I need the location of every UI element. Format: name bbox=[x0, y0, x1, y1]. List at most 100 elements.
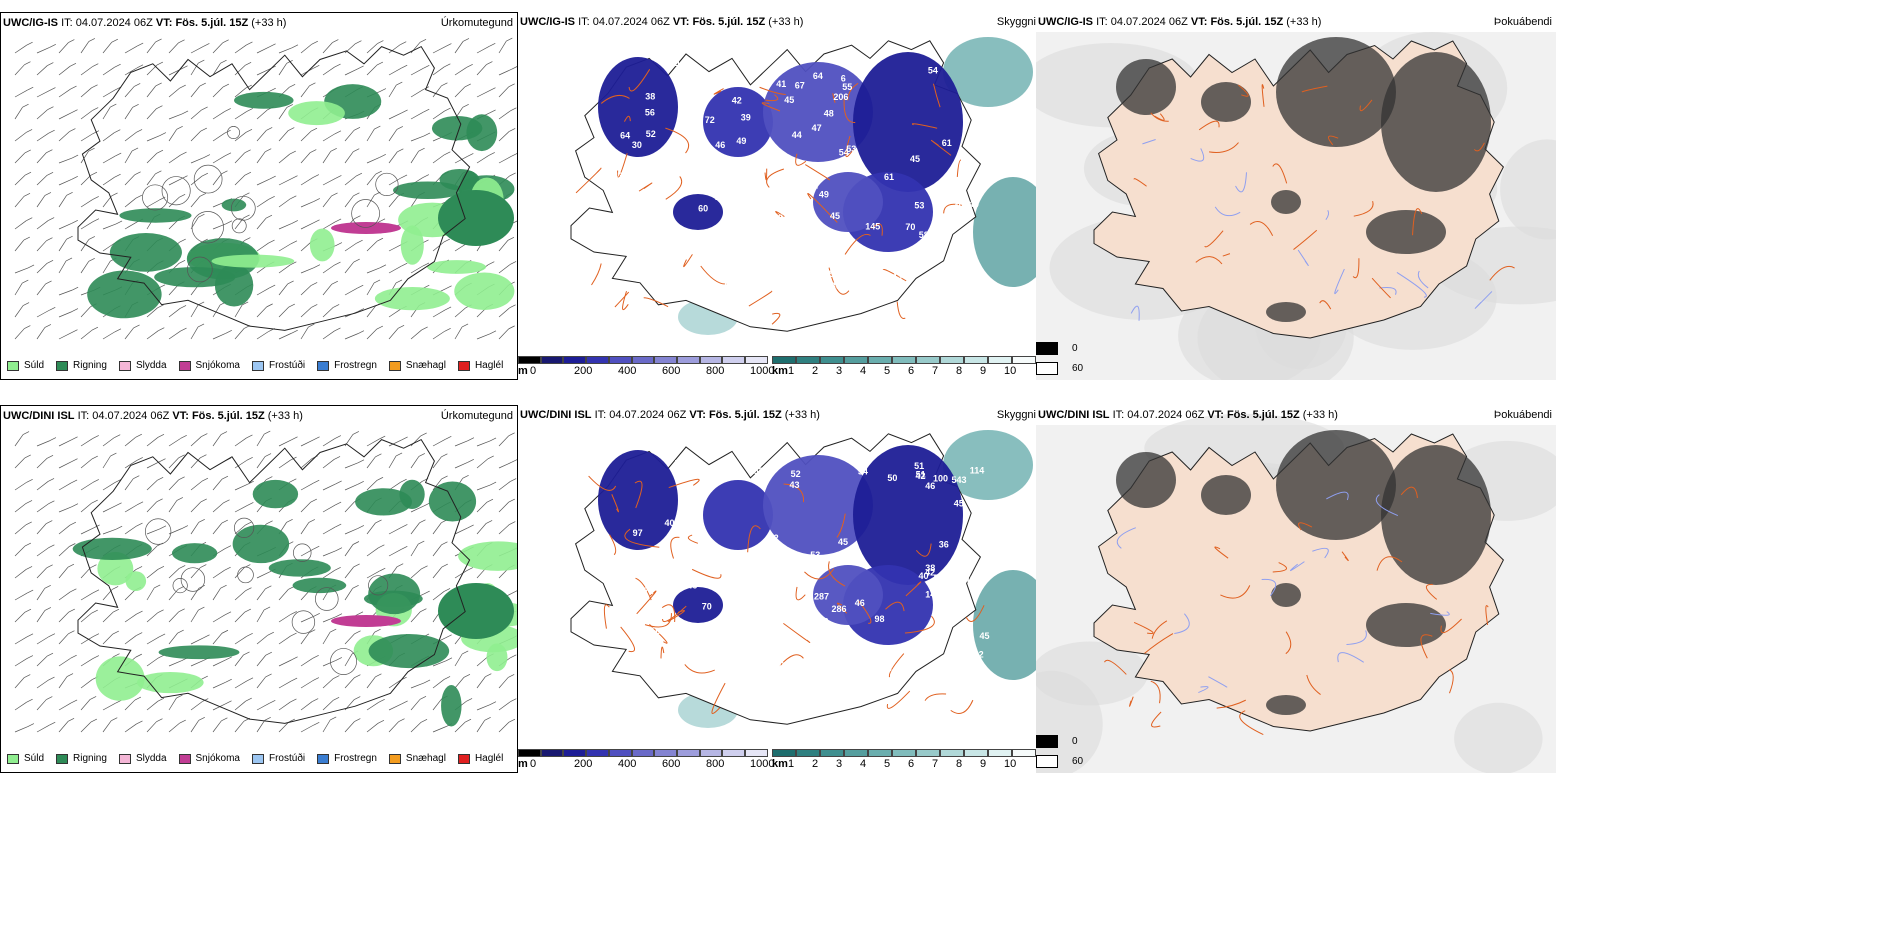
legend-item: Rigning bbox=[56, 753, 107, 764]
colorbar-cell bbox=[868, 749, 892, 757]
colorbar-tick: 400 bbox=[618, 365, 637, 377]
cloud-base-value: 51 bbox=[914, 461, 924, 471]
colorbar-cell bbox=[1012, 749, 1036, 757]
cloud-base-value: 55 bbox=[842, 82, 852, 92]
cloud-base-value: 46 bbox=[715, 140, 725, 150]
cloud-base-value: 61 bbox=[942, 138, 952, 148]
legend-label: Frostregn bbox=[334, 360, 377, 371]
legend-label: Snæhagl bbox=[405, 360, 446, 371]
cloud-base-value: 41 bbox=[675, 60, 685, 70]
cloud-base-value: 145 bbox=[865, 222, 880, 232]
colorbar-cell bbox=[820, 749, 844, 757]
cloud-base-value: 61 bbox=[884, 172, 894, 182]
colorbar-cell bbox=[940, 356, 964, 364]
colorbar-tick: 5 bbox=[884, 365, 891, 377]
cloud-base-value: 147 bbox=[693, 531, 708, 541]
colorbar-cell bbox=[699, 356, 723, 364]
fog-legend-swatch bbox=[1036, 341, 1058, 355]
colorbar-cell bbox=[654, 356, 678, 364]
cloud-base-value: 95 bbox=[824, 269, 834, 279]
cloud-base-value: 45 bbox=[830, 211, 840, 221]
cloud-base-value: 100 bbox=[933, 473, 948, 483]
field-type: Þokuábendi bbox=[1493, 409, 1552, 421]
cloud-base-value: 52 bbox=[808, 180, 818, 190]
legend-swatch bbox=[317, 753, 330, 764]
cloud-base-value: 30 bbox=[632, 140, 642, 150]
cloud-base-value: 54 bbox=[928, 66, 938, 76]
cloud-base-colorbar: m 0 200 400 600 800 1000 bbox=[518, 749, 774, 771]
panel-header: UWC/DINI ISL IT: 04.07.2024 06Z VT: Fös.… bbox=[1038, 409, 1338, 421]
cloud-base-value: 49 bbox=[879, 660, 889, 670]
legend-label: Rigning bbox=[73, 360, 107, 371]
cloud-base-value: 149 bbox=[925, 590, 940, 600]
colorbar-cell bbox=[964, 356, 988, 364]
panel-header: UWC/DINI ISL IT: 04.07.2024 06Z VT: Fös.… bbox=[520, 409, 820, 421]
cloud-base-value: 54 bbox=[660, 227, 670, 237]
colorbar-cell bbox=[631, 356, 655, 364]
cloud-base-value: 101 bbox=[639, 557, 654, 567]
colorbar-tick: 6 bbox=[908, 758, 915, 770]
legend-swatch bbox=[118, 753, 131, 764]
legend-label: Snæhagl bbox=[405, 753, 446, 764]
colorbar-tick: 6 bbox=[908, 365, 915, 377]
cloud-panel-1: 54 54 47 39 61 60 39 59 45 56 68 39 46 42 40 70 48 125 44 4… bbox=[518, 12, 1036, 380]
colorbar-cell bbox=[677, 749, 700, 757]
cloud-base-value: 51 bbox=[783, 60, 793, 70]
visibility-colorbar: km 1 2 3 4 5 6 7 8 9 10 bbox=[772, 356, 1036, 378]
cloud-base-value: 48 bbox=[817, 632, 827, 642]
fog-legend-swatch bbox=[1036, 361, 1058, 375]
cloud-base-value: 45 bbox=[784, 95, 794, 105]
colorbar-cell bbox=[1012, 356, 1036, 364]
legend-item: Snæhagl bbox=[388, 360, 446, 371]
colorbar-tick: 200 bbox=[574, 758, 593, 770]
colorbar-cell bbox=[772, 749, 796, 757]
colorbar-cell bbox=[540, 356, 564, 364]
cloud-base-value: 36 bbox=[939, 540, 949, 550]
field-type: Úrkomutegund bbox=[440, 410, 513, 422]
cloud-base-value: 48 bbox=[773, 213, 783, 223]
cloud-base-value: 50 bbox=[887, 473, 897, 483]
colorbar-tick: 800 bbox=[706, 365, 725, 377]
cloud-base-value: 38 bbox=[925, 563, 935, 573]
cloud-base-value: 55 bbox=[675, 459, 685, 469]
legend-label: Snjókoma bbox=[195, 753, 240, 764]
cloud-base-value: 42 bbox=[753, 271, 763, 281]
cloud-panel-2: 52 56 51 36 50 40 45 42 52 45 54 51 49 45 44 40 50 46 43 40… bbox=[518, 405, 1036, 773]
panel-header: UWC/IG-IS IT: 04.07.2024 06Z VT: Fös. 5.… bbox=[3, 17, 287, 29]
cloud-base-value: 39 bbox=[741, 112, 751, 122]
cloud-base-value: 43 bbox=[790, 480, 800, 490]
cloud-base-value: 48 bbox=[678, 655, 688, 665]
fog-legend-value: 60 bbox=[1072, 755, 1084, 767]
colorbar-tick: 0 bbox=[530, 365, 537, 377]
cloud-base-value: 67 bbox=[795, 80, 805, 90]
cloud-base-value: 74 bbox=[644, 586, 654, 596]
legend-swatch bbox=[251, 360, 264, 371]
colorbar-unit: km bbox=[772, 758, 788, 770]
legend-swatch bbox=[118, 360, 131, 371]
cloud-base-value: 58 bbox=[919, 230, 929, 240]
cloud-base-value: 64 bbox=[620, 130, 630, 140]
colorbar-tick: 400 bbox=[618, 758, 637, 770]
cloud-base-value: 129 bbox=[927, 232, 942, 242]
cloud-base-value: 49 bbox=[736, 136, 746, 146]
cloud-base-value: 206 bbox=[833, 92, 848, 102]
fog-legend-item: 0 bbox=[1036, 338, 1083, 358]
cloud-base-value: 39 bbox=[941, 277, 951, 287]
legend-label: Súld bbox=[24, 753, 45, 764]
cloud-base-value: 50 bbox=[979, 528, 989, 538]
legend-swatch bbox=[388, 360, 401, 371]
colorbar-unit: m bbox=[518, 365, 528, 377]
cloud-base-value: 51 bbox=[790, 571, 800, 581]
cloud-base-value: 73 bbox=[724, 277, 734, 287]
colorbar-tick: 7 bbox=[932, 758, 939, 770]
colorbar-cell bbox=[844, 749, 868, 757]
colorbar-tick: 600 bbox=[662, 365, 681, 377]
cloud-base-value: 38 bbox=[645, 92, 655, 102]
colorbar-tick: 10 bbox=[1004, 758, 1017, 770]
cloud-base-value: 44 bbox=[969, 199, 979, 209]
colorbar-cell bbox=[820, 356, 844, 364]
legend-item: Snæhagl bbox=[388, 753, 446, 764]
cloud-base-value: 54 bbox=[758, 582, 768, 592]
colorbar-unit: m bbox=[518, 758, 528, 770]
cloud-base-value: 40 bbox=[954, 201, 964, 211]
